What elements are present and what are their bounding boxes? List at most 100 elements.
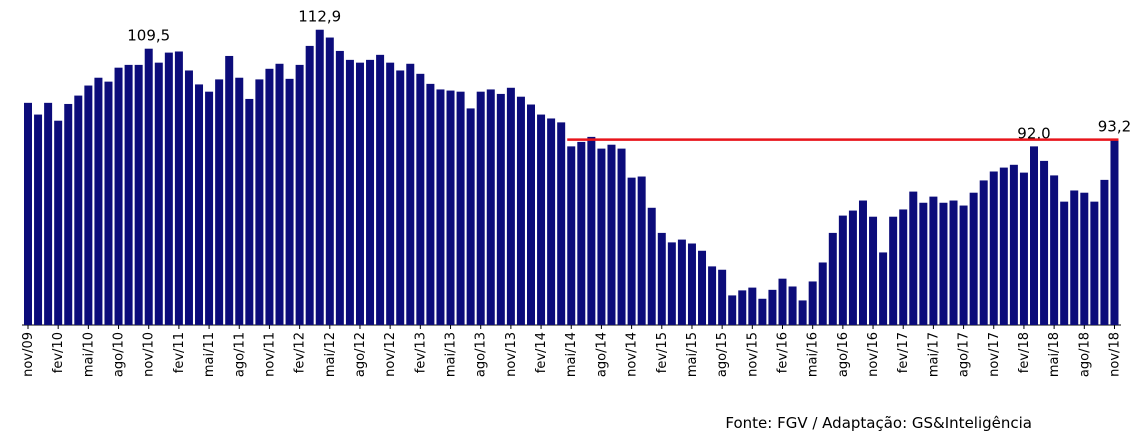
bar [265, 68, 274, 325]
bar [758, 298, 767, 325]
x-tick-label: nov/18 [1107, 332, 1122, 377]
bar [54, 120, 63, 326]
x-tick-label: nov/14 [625, 332, 640, 377]
bar [164, 52, 173, 326]
bar [1080, 192, 1089, 325]
bar [255, 79, 264, 326]
bar [325, 37, 334, 325]
bar [788, 286, 797, 325]
bar [295, 64, 304, 326]
bar [889, 216, 898, 325]
bar [496, 93, 505, 326]
bar [959, 205, 968, 325]
bar [657, 232, 666, 325]
bar [436, 89, 445, 326]
x-tick-label: fev/13 [413, 332, 428, 373]
bar [476, 91, 485, 326]
bar [929, 196, 938, 325]
bar [778, 278, 787, 325]
bar [1070, 190, 1079, 325]
value-label: 93,2 [1098, 118, 1131, 136]
bar [577, 141, 586, 325]
bar [949, 200, 958, 325]
bar [989, 171, 998, 325]
bar [24, 102, 32, 326]
bar [345, 59, 354, 325]
bar [979, 180, 988, 325]
bar [34, 114, 43, 325]
bar [969, 192, 978, 325]
bar [768, 289, 777, 325]
x-tick-label: fev/18 [1017, 332, 1032, 373]
x-tick-label: nov/12 [383, 332, 398, 377]
bar [466, 108, 475, 326]
bar [527, 104, 535, 325]
x-tick-label: nov/10 [142, 332, 157, 377]
bar [516, 96, 525, 325]
bar [104, 81, 113, 326]
bar [1100, 179, 1109, 325]
bar [698, 250, 707, 325]
bar [506, 87, 515, 325]
bar [1060, 201, 1069, 325]
x-tick-label: ago/10 [112, 332, 127, 377]
x-tick-label: ago/15 [715, 332, 730, 377]
bar [315, 29, 324, 325]
bar [144, 48, 153, 325]
bar [134, 64, 143, 326]
bar [587, 136, 596, 325]
bar [939, 202, 948, 325]
x-tick-label: fev/10 [51, 332, 66, 373]
x-tick-label: nov/09 [21, 332, 36, 377]
bar [1050, 175, 1059, 325]
bar [446, 90, 455, 326]
x-tick-label: fev/15 [655, 332, 670, 373]
bar [1019, 172, 1028, 325]
x-tick-label: mai/14 [564, 332, 579, 377]
bar [547, 118, 556, 326]
x-tick-label: mai/18 [1047, 332, 1062, 377]
x-tick-label: mai/13 [444, 332, 459, 377]
bar [818, 262, 827, 325]
bar [677, 239, 686, 325]
bar [879, 252, 888, 325]
bar [456, 91, 465, 326]
x-tick-label: mai/15 [685, 332, 700, 377]
x-tick-label: ago/13 [474, 332, 489, 377]
x-tick-label: mai/16 [806, 332, 821, 377]
x-tick-label: ago/11 [232, 332, 247, 377]
bar [154, 62, 163, 326]
bar [808, 281, 817, 325]
bar [94, 77, 103, 325]
bar [728, 295, 737, 325]
bar [406, 63, 415, 326]
bar [114, 67, 123, 325]
bar [275, 63, 284, 326]
value-label: 112,9 [298, 8, 341, 26]
bar [285, 78, 294, 325]
x-tick-label: fev/14 [534, 332, 549, 373]
bar [637, 176, 646, 325]
source: Fonte: FGV / Adaptação: GS&Inteligência [725, 414, 1032, 432]
bar [627, 177, 636, 325]
x-tick-label: ago/17 [957, 332, 972, 377]
bar [557, 122, 566, 325]
x-tick-label: nov/13 [504, 332, 519, 377]
x-tick-label: nov/17 [987, 332, 1002, 377]
bar [1009, 164, 1018, 325]
bar [597, 148, 606, 325]
bar [748, 287, 757, 325]
bar [355, 62, 364, 326]
bar [184, 70, 193, 326]
bar [195, 84, 204, 325]
x-tick-label: nov/15 [745, 332, 760, 377]
bar [718, 269, 727, 325]
bar [376, 54, 385, 326]
bar [828, 232, 837, 325]
bar [416, 73, 425, 326]
bar [335, 50, 344, 325]
bar [708, 266, 717, 325]
bar [386, 62, 395, 326]
bar [215, 79, 224, 326]
